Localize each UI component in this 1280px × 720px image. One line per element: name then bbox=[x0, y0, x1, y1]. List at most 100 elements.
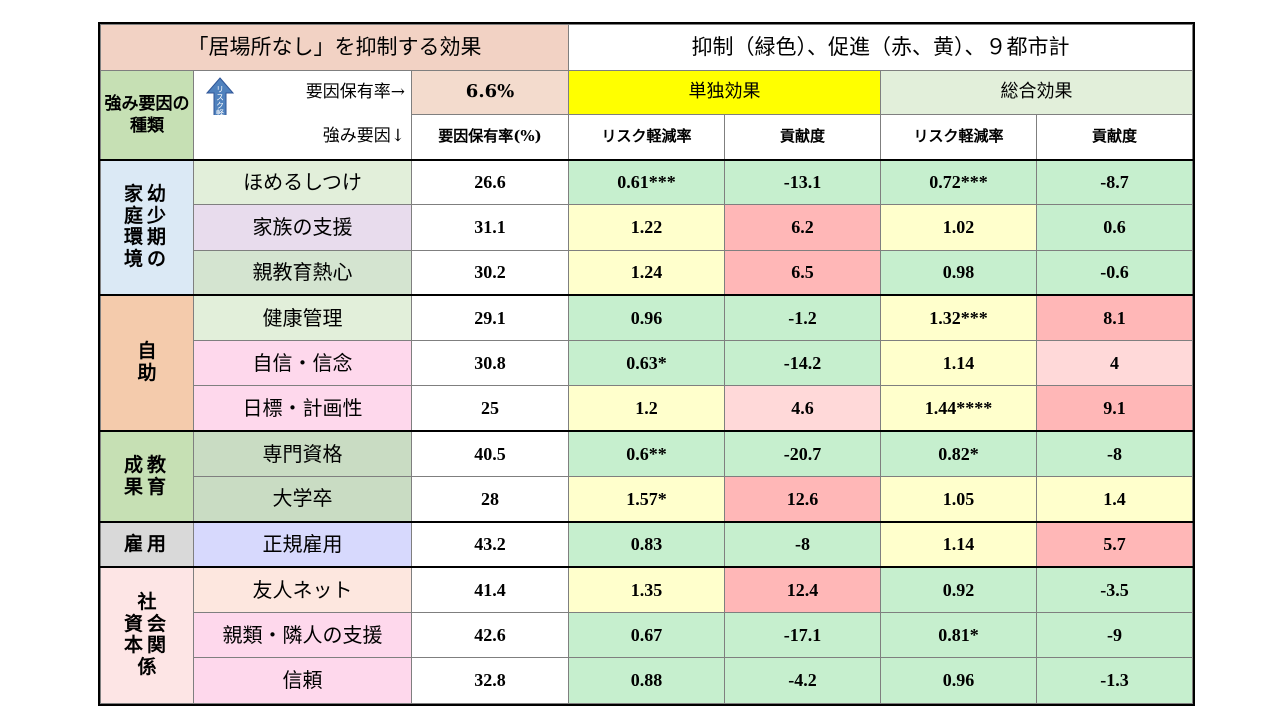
group-label: 社資会 本関係 bbox=[100, 566, 194, 704]
factor-label: ほめるしつけ bbox=[193, 158, 412, 206]
rate-column-header: 要因保有率(%) bbox=[410, 114, 570, 160]
group-label-line: 社 bbox=[137, 590, 157, 613]
total-rr-cell: 0.72*** bbox=[880, 158, 1038, 206]
type-header: 強み要因の種類 bbox=[100, 70, 194, 160]
group-label-line: 自 bbox=[137, 340, 157, 363]
factor-rate-cell: 25 bbox=[410, 385, 570, 432]
total-contrib-cell: -1.3 bbox=[1036, 657, 1194, 704]
group-label-line: 雇用 bbox=[123, 532, 170, 555]
factor-label: 自信・信念 bbox=[193, 340, 412, 387]
factor-rate-header-cell: リスク軽減 要因保有率→ bbox=[193, 70, 412, 115]
single-rr-cell: 0.6** bbox=[568, 430, 726, 478]
group-label-line: 家幼 bbox=[123, 182, 170, 205]
single-contrib-cell: 4.6 bbox=[724, 385, 882, 432]
factor-label: 親類・隣人の支援 bbox=[193, 611, 412, 659]
factor-rate-cell: 28 bbox=[410, 476, 570, 523]
total-rr-cell: 0.98 bbox=[880, 249, 1038, 296]
total-contrib-cell: -3.5 bbox=[1036, 566, 1194, 613]
table-row: 日標・計画性 25 1.2 4.6 1.44**** 9.1 bbox=[101, 385, 1194, 432]
total-rr-cell: 0.81* bbox=[880, 611, 1038, 659]
table-row: 信頼 32.8 0.88 -4.2 0.96 -1.3 bbox=[101, 657, 1194, 704]
factor-rate-cell: 40.5 bbox=[410, 430, 570, 478]
strength-factor-header-cell: 強み要因↓ bbox=[193, 114, 412, 160]
table-row: 親教育熱心 30.2 1.24 6.5 0.98 -0.6 bbox=[101, 249, 1194, 296]
group-label-line: 係 bbox=[137, 656, 157, 679]
table-row: 自助健康管理 29.1 0.96 -1.2 1.32*** 8.1 bbox=[100, 294, 1194, 432]
table-subtitle: 抑制（緑色）、促進（赤、黄）、９都市計 bbox=[568, 24, 1194, 71]
total-contrib-cell: -9 bbox=[1036, 611, 1194, 659]
single-contrib-cell: 6.2 bbox=[724, 204, 882, 251]
single-rr-cell: 1.35 bbox=[568, 566, 726, 613]
single-rr-cell: 1.57* bbox=[568, 476, 726, 523]
single-risk-header: リスク軽減率 bbox=[568, 114, 726, 160]
factor-rate-cell: 30.2 bbox=[410, 249, 570, 296]
total-contrib-cell: -8 bbox=[1036, 430, 1194, 478]
factor-rate-cell: 41.4 bbox=[410, 566, 570, 613]
group-label-line: 本関 bbox=[123, 634, 170, 657]
group-label-line: 資会 bbox=[123, 612, 170, 635]
factor-label: 専門資格 bbox=[193, 430, 412, 478]
group-label: 成教 果育 bbox=[100, 430, 194, 523]
total-contrib-cell: 8.1 bbox=[1036, 294, 1194, 342]
group-label: 家幼 庭少 環期 境の bbox=[100, 158, 194, 296]
single-rr-cell: 0.83 bbox=[568, 520, 726, 568]
single-contrib-cell: 12.6 bbox=[724, 476, 882, 523]
total-rr-cell: 1.02 bbox=[880, 204, 1038, 251]
single-contrib-cell: -4.2 bbox=[724, 657, 882, 704]
factor-rate-cell: 29.1 bbox=[410, 294, 570, 342]
factor-rate-cell: 32.8 bbox=[410, 657, 570, 704]
single-effect-header: 単独効果 bbox=[568, 70, 882, 115]
factor-label: 信頼 bbox=[193, 657, 412, 704]
single-rr-cell: 0.67 bbox=[568, 611, 726, 659]
single-rr-cell: 1.2 bbox=[568, 385, 726, 432]
effect-table: 「居場所なし」を抑制する効果 抑制（緑色）、促進（赤、黄）、９都市計 強み要因の… bbox=[97, 22, 1196, 706]
total-rr-cell: 0.82* bbox=[880, 430, 1038, 478]
total-rr-cell: 1.05 bbox=[880, 476, 1038, 523]
single-rr-cell: 1.24 bbox=[568, 249, 726, 296]
total-rr-cell: 0.92 bbox=[880, 566, 1038, 613]
total-contrib-cell: -0.6 bbox=[1036, 249, 1194, 296]
group-label-line: 成教 bbox=[123, 453, 170, 476]
single-rr-cell: 0.63* bbox=[568, 340, 726, 387]
total-effect-header: 総合効果 bbox=[880, 70, 1194, 115]
arrow-label: リスク軽減 bbox=[216, 85, 225, 115]
table-row: 社資会 本関係友人ネット 41.4 1.35 12.4 0.92 -3.5 bbox=[100, 566, 1194, 704]
table-row: 雇用 正規雇用 43.2 0.83 -8 1.14 5.7 bbox=[100, 520, 1194, 568]
group-label-line: 助 bbox=[137, 362, 157, 385]
factor-label: 大学卒 bbox=[193, 476, 412, 523]
single-contrib-cell: 6.5 bbox=[724, 249, 882, 296]
factor-label: 親教育熱心 bbox=[193, 249, 412, 296]
total-rr-cell: 0.96 bbox=[880, 657, 1038, 704]
single-contrib-cell: -20.7 bbox=[724, 430, 882, 478]
arrow-icon: リスク軽減 bbox=[206, 77, 234, 115]
factor-rate-cell: 30.8 bbox=[410, 340, 570, 387]
group-label-line: 環期 bbox=[123, 226, 170, 249]
group-label: 自助 bbox=[100, 294, 194, 432]
total-contrib-header: 貢献度 bbox=[1036, 114, 1194, 160]
total-contrib-cell: -8.7 bbox=[1036, 158, 1194, 206]
group-label-line: 境の bbox=[123, 248, 170, 271]
table-row: 家族の支援 31.1 1.22 6.2 1.02 0.6 bbox=[101, 204, 1194, 251]
table-row: 自信・信念 30.8 0.63* -14.2 1.14 4 bbox=[101, 340, 1194, 387]
single-rr-cell: 0.88 bbox=[568, 657, 726, 704]
single-rr-cell: 1.22 bbox=[568, 204, 726, 251]
total-rr-cell: 1.44**** bbox=[880, 385, 1038, 432]
factor-label: 友人ネット bbox=[193, 566, 412, 613]
factor-rate-label: 要因保有率→ bbox=[305, 82, 405, 102]
table-row: 大学卒 28 1.57* 12.6 1.05 1.4 bbox=[101, 476, 1194, 523]
group-label: 雇用 bbox=[100, 520, 194, 568]
single-rr-cell: 0.96 bbox=[568, 294, 726, 342]
factor-label: 家族の支援 bbox=[193, 204, 412, 251]
single-contrib-cell: 12.4 bbox=[724, 566, 882, 613]
single-contrib-cell: -17.1 bbox=[724, 611, 882, 659]
strength-factor-label: 強み要因↓ bbox=[322, 125, 405, 146]
type-header-label: 強み要因の種類 bbox=[104, 93, 190, 136]
group-label-line: 果育 bbox=[123, 475, 170, 498]
total-contrib-cell: 9.1 bbox=[1036, 385, 1194, 432]
single-rr-cell: 0.61*** bbox=[568, 158, 726, 206]
factor-rate-cell: 43.2 bbox=[410, 520, 570, 568]
table-row: 親類・隣人の支援 42.6 0.67 -17.1 0.81* -9 bbox=[101, 611, 1194, 659]
total-contrib-cell: 4 bbox=[1036, 340, 1194, 387]
total-risk-header: リスク軽減率 bbox=[880, 114, 1038, 160]
group-label-line: 庭少 bbox=[123, 204, 170, 227]
